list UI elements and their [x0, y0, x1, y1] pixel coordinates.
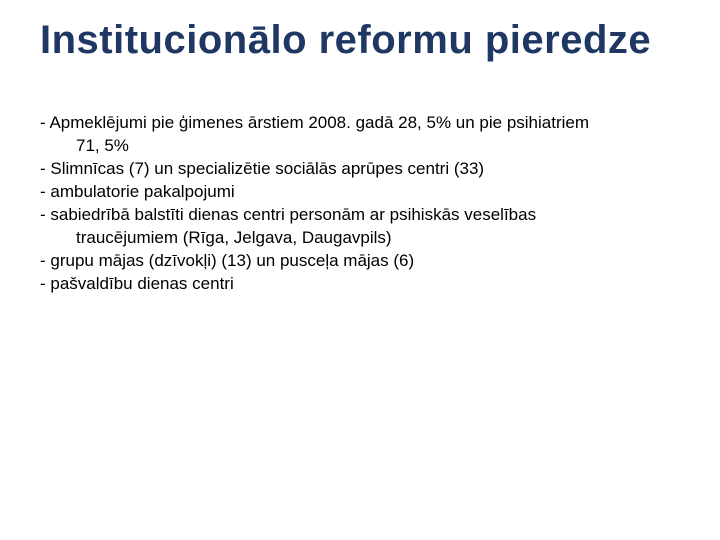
- bullet-line: - Apmeklējumi pie ģimenes ārstiem 2008. …: [40, 112, 680, 135]
- bullet-line: - ambulatorie pakalpojumi: [40, 181, 680, 204]
- slide: Institucionālo reformu pieredze - Apmekl…: [0, 0, 720, 540]
- slide-body: - Apmeklējumi pie ģimenes ārstiem 2008. …: [40, 112, 680, 296]
- bullet-line: 71, 5%: [40, 135, 680, 158]
- bullet-line: traucējumiem (Rīga, Jelgava, Daugavpils): [40, 227, 680, 250]
- bullet-line: - pašvaldību dienas centri: [40, 273, 680, 296]
- slide-title: Institucionālo reformu pieredze: [40, 18, 680, 62]
- bullet-line: - Slimnīcas (7) un specializētie sociālā…: [40, 158, 680, 181]
- bullet-line: - sabiedrībā balstīti dienas centri pers…: [40, 204, 680, 227]
- bullet-line: - grupu mājas (dzīvokļi) (13) un pusceļa…: [40, 250, 680, 273]
